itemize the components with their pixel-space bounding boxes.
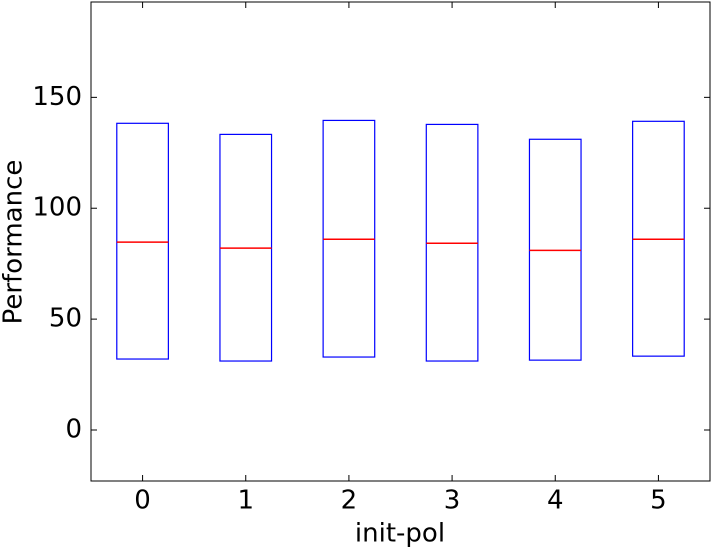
- y-tick-label: 50: [49, 304, 82, 334]
- x-tick-label: 1: [237, 486, 254, 516]
- y-tick-label: 0: [65, 414, 82, 444]
- x-tick-label: 5: [650, 486, 667, 516]
- y-axis-label: Performance: [0, 160, 29, 325]
- x-tick-label: 3: [444, 486, 461, 516]
- y-tick-label: 150: [32, 82, 82, 112]
- x-axis-label: init-pol: [355, 519, 445, 549]
- x-tick-label: 4: [547, 486, 564, 516]
- y-tick-label: 100: [32, 193, 82, 223]
- plot-frame: [90, 1, 711, 482]
- x-tick-label: 0: [134, 486, 151, 516]
- x-tick-label: 2: [341, 486, 358, 516]
- box: [116, 122, 169, 360]
